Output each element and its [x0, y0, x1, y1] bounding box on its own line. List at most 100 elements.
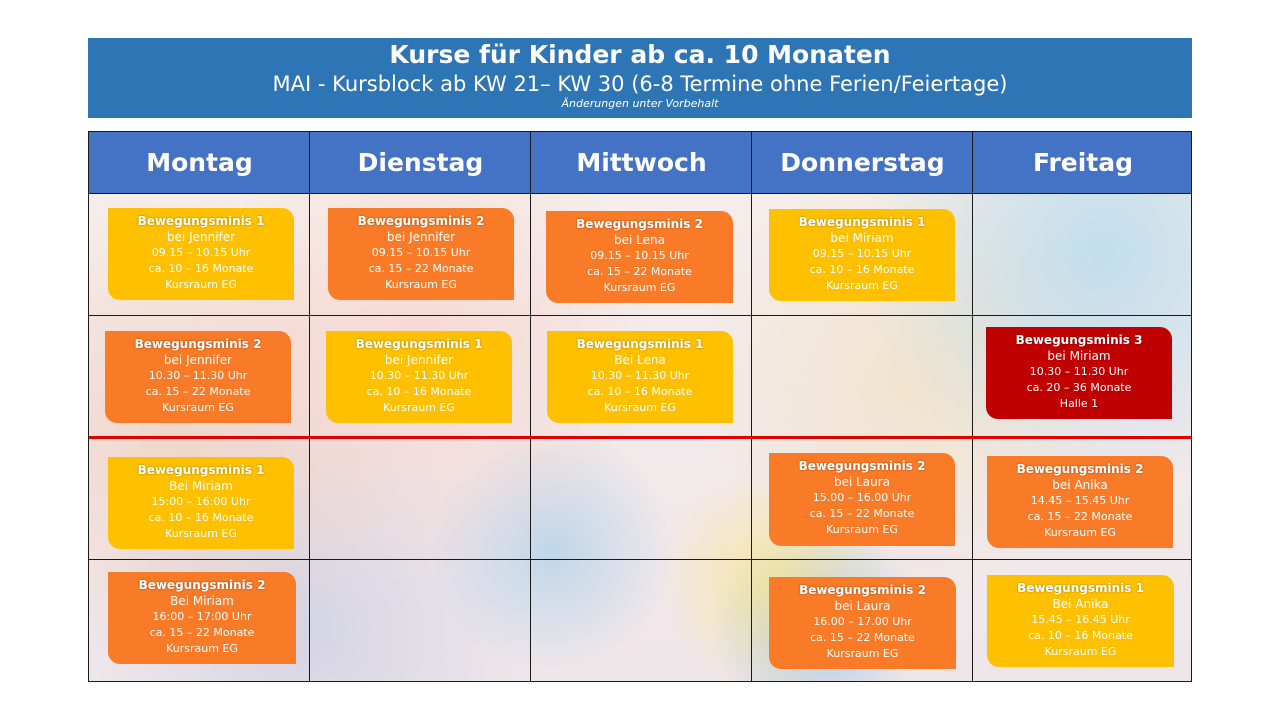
- course-trainer: bei Laura: [834, 599, 891, 613]
- course-name: Bewegungsminis 1: [1017, 581, 1144, 595]
- course-name: Bewegungsminis 2: [799, 583, 926, 597]
- course-trainer: Bei Lena: [614, 353, 666, 367]
- course-room: Kursraum EG: [1044, 645, 1117, 658]
- course-time: 10.30 – 11.30 Uhr: [590, 369, 690, 382]
- column-divider: [309, 132, 310, 681]
- course-trainer: bei Jennifer: [166, 230, 236, 244]
- course-time: 09.15 – 10.15 Uhr: [590, 249, 689, 262]
- course-card: Bewegungsminis 3 bei Miriam 10.30 – 11.3…: [986, 327, 1172, 419]
- course-name: Bewegungsminis 2: [576, 217, 703, 231]
- course-age: ca. 10 – 16 Monate: [1028, 629, 1133, 642]
- course-card: Bewegungsminis 2 bei Jennifer 09.15 – 10…: [328, 208, 514, 300]
- course-age: ca. 15 – 22 Monate: [810, 631, 915, 644]
- course-time: 15:00 – 16:00 Uhr: [151, 495, 251, 508]
- course-name: Bewegungsminis 1: [355, 337, 483, 351]
- course-trainer: bei Jennifer: [386, 230, 456, 244]
- day-header-montag: Montag: [89, 132, 310, 194]
- course-card: Bewegungsminis 1 Bei Anika 15.45 – 16.45…: [987, 575, 1174, 667]
- course-age: ca. 10 – 16 Monate: [809, 263, 915, 276]
- course-room: Kursraum EG: [385, 278, 457, 291]
- course-age: ca. 10 – 16 Monate: [366, 385, 472, 398]
- course-name: Bewegungsminis 1: [137, 214, 265, 228]
- course-age: ca. 15 – 22 Monate: [149, 626, 255, 639]
- row-divider: [89, 559, 1191, 560]
- course-trainer: bei Jennifer: [163, 353, 233, 367]
- course-card: Bewegungsminis 2 bei Laura 15.00 – 16.00…: [769, 453, 955, 546]
- course-card: Bewegungsminis 1 bei Jennifer 09.15 – 10…: [108, 208, 294, 300]
- page-subtitle: MAI - Kursblock ab KW 21– KW 30 (6-8 Ter…: [272, 72, 1008, 96]
- course-name: Bewegungsminis 2: [357, 214, 485, 228]
- course-trainer: Bei Miriam: [169, 479, 233, 493]
- course-card: Bewegungsminis 2 bei Jennifer 10.30 – 11…: [105, 331, 291, 423]
- course-time: 15.00 – 16.00 Uhr: [812, 491, 912, 504]
- course-name: Bewegungsminis 1: [576, 337, 704, 351]
- day-header-dienstag: Dienstag: [310, 132, 531, 194]
- course-trainer: bei Anika: [1052, 478, 1108, 492]
- course-time: 10.30 – 11.30 Uhr: [148, 369, 248, 382]
- course-time: 09.15 – 10.15 Uhr: [151, 246, 251, 259]
- course-time: 10.30 – 11.30 Uhr: [369, 369, 469, 382]
- morning-afternoon-divider: [89, 436, 1191, 439]
- course-time: 09.15 – 10.15 Uhr: [371, 246, 471, 259]
- schedule-table: Montag Dienstag Mittwoch Donnerstag Frei…: [88, 131, 1192, 682]
- course-trainer: Bei Miriam: [170, 594, 234, 608]
- course-time: 16.00 – 17.00 Uhr: [813, 615, 912, 628]
- course-age: ca. 10 – 16 Monate: [587, 385, 693, 398]
- course-room: Kursraum EG: [826, 523, 898, 536]
- course-card: Bewegungsminis 2 bei Anika 14.45 – 15.45…: [987, 456, 1173, 548]
- course-age: ca. 15 – 22 Monate: [145, 385, 251, 398]
- course-card: Bewegungsminis 1 bei Miriam 09.15 – 10.1…: [769, 209, 955, 301]
- row-divider: [89, 315, 1191, 316]
- course-time: 10.30 – 11.30 Uhr: [1029, 365, 1129, 378]
- column-divider: [751, 132, 752, 681]
- course-name: Bewegungsminis 1: [137, 463, 265, 477]
- course-age: ca. 10 – 16 Monate: [148, 511, 254, 524]
- course-time: 15.45 – 16.45 Uhr: [1031, 613, 1130, 626]
- course-card: Bewegungsminis 2 Bei Miriam 16:00 – 17:0…: [108, 572, 296, 664]
- course-room: Kursraum EG: [826, 647, 899, 660]
- course-room: Halle 1: [1059, 397, 1099, 410]
- course-trainer: bei Lena: [614, 233, 665, 247]
- course-room: Kursraum EG: [1044, 526, 1116, 539]
- course-room: Kursraum EG: [166, 642, 238, 655]
- course-room: Kursraum EG: [162, 401, 234, 414]
- course-card: Bewegungsminis 1 Bei Lena 10.30 – 11.30 …: [547, 331, 733, 423]
- course-time: 09.15 – 10.15 Uhr: [812, 247, 912, 260]
- column-divider: [530, 132, 531, 681]
- course-age: ca. 20 – 36 Monate: [1026, 381, 1132, 394]
- course-trainer: bei Jennifer: [384, 353, 454, 367]
- course-name: Bewegungsminis 2: [798, 459, 926, 473]
- course-name: Bewegungsminis 3: [1015, 333, 1143, 347]
- course-card: Bewegungsminis 2 bei Laura 16.00 – 17.00…: [769, 577, 956, 669]
- course-card: Bewegungsminis 1 bei Jennifer 10.30 – 11…: [326, 331, 512, 423]
- course-card: Bewegungsminis 2 bei Lena 09.15 – 10.15 …: [546, 211, 733, 303]
- course-trainer: bei Laura: [833, 475, 891, 489]
- page-title: Kurse für Kinder ab ca. 10 Monaten: [389, 40, 891, 69]
- disclaimer-note: Änderungen unter Vorbehalt: [561, 97, 719, 110]
- course-card: Bewegungsminis 1 Bei Miriam 15:00 – 16:0…: [108, 457, 294, 549]
- course-age: ca. 10 – 16 Monate: [148, 262, 254, 275]
- day-header-freitag: Freitag: [973, 132, 1191, 194]
- course-age: ca. 15 – 22 Monate: [809, 507, 915, 520]
- column-divider: [972, 132, 973, 681]
- course-room: Kursraum EG: [165, 278, 237, 291]
- course-age: ca. 15 – 22 Monate: [587, 265, 692, 278]
- course-name: Bewegungsminis 2: [1016, 462, 1144, 476]
- course-room: Kursraum EG: [604, 401, 676, 414]
- course-trainer: bei Miriam: [1047, 349, 1111, 363]
- course-trainer: bei Miriam: [830, 231, 894, 245]
- course-room: Kursraum EG: [165, 527, 237, 540]
- course-age: ca. 15 – 22 Monate: [1027, 510, 1133, 523]
- course-room: Kursraum EG: [826, 279, 898, 292]
- course-room: Kursraum EG: [383, 401, 455, 414]
- course-time: 16:00 – 17:00 Uhr: [152, 610, 252, 623]
- course-name: Bewegungsminis 2: [138, 578, 266, 592]
- title-banner: Kurse für Kinder ab ca. 10 Monaten MAI -…: [88, 38, 1192, 118]
- course-time: 14.45 – 15.45 Uhr: [1030, 494, 1130, 507]
- course-age: ca. 15 – 22 Monate: [368, 262, 474, 275]
- course-room: Kursraum EG: [603, 281, 676, 294]
- course-trainer: Bei Anika: [1052, 597, 1109, 611]
- course-name: Bewegungsminis 2: [134, 337, 262, 351]
- day-header-mittwoch: Mittwoch: [531, 132, 752, 194]
- day-header-donnerstag: Donnerstag: [752, 132, 973, 194]
